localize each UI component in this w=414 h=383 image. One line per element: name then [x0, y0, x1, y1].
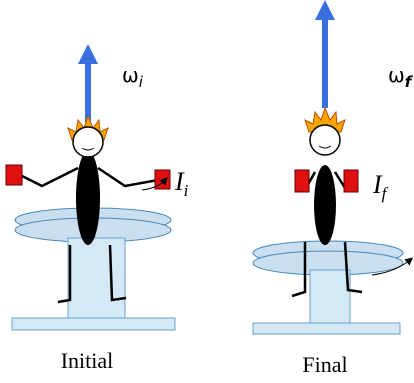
omega-label: ωi: [122, 63, 144, 91]
body: [76, 151, 100, 245]
inertia-label: If: [372, 170, 389, 203]
head: [73, 127, 103, 157]
stand: [68, 238, 125, 320]
stand: [310, 270, 350, 325]
caption: Initial: [61, 348, 114, 373]
arrow-head: [315, 0, 335, 20]
base: [12, 318, 175, 330]
arrow-head: [78, 44, 98, 64]
weight: [6, 165, 22, 185]
body: [314, 165, 336, 245]
weight: [344, 170, 358, 192]
base: [253, 323, 400, 334]
caption: Final: [302, 352, 347, 377]
inertia-label: Ii: [174, 167, 189, 200]
diagram: ωi Ii Initial ωf If Final: [0, 0, 414, 383]
omega-label: ωf: [388, 63, 414, 91]
figure-final: ωf If Final: [253, 0, 414, 377]
figure-initial: ωi Ii Initial: [6, 44, 189, 373]
head: [310, 125, 340, 155]
weight: [295, 170, 309, 192]
